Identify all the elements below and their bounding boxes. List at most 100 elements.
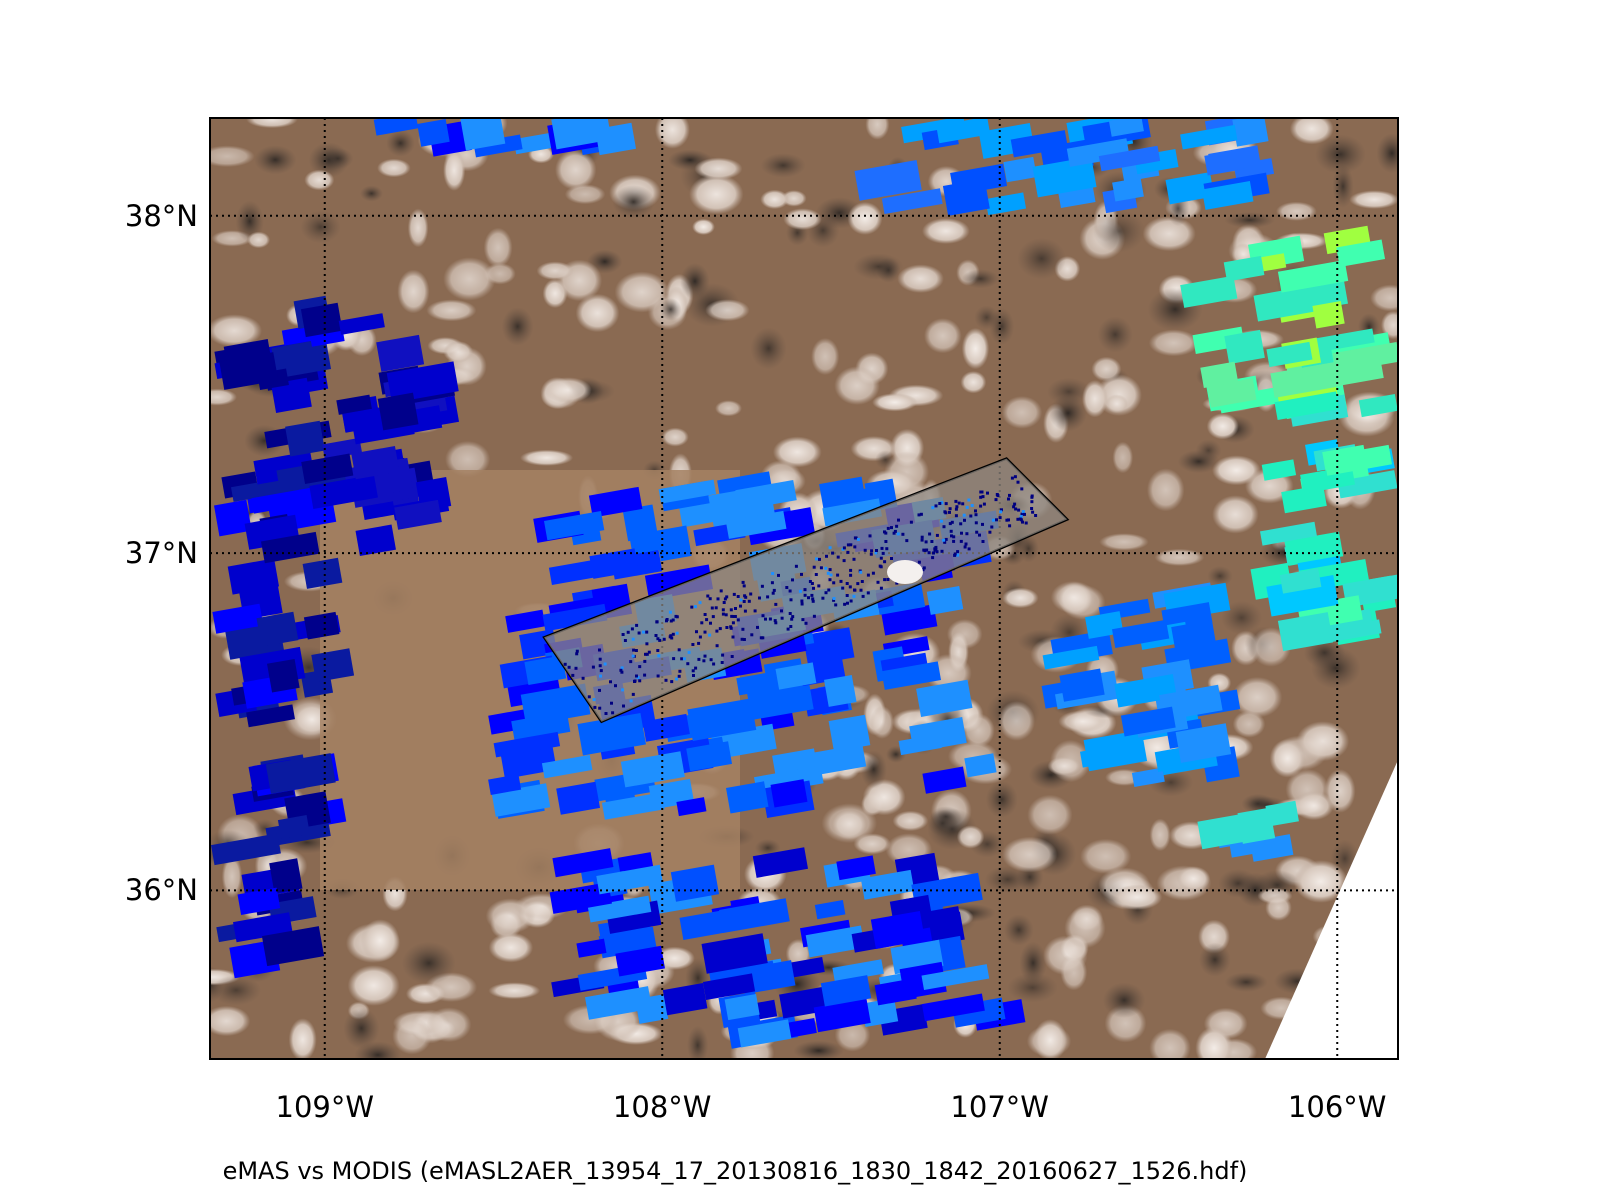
aerosol-pixel [775,662,817,690]
emas-retrieval-dot [828,546,832,550]
aerosol-pixel [725,510,787,539]
emas-retrieval-dot [860,580,864,583]
emas-retrieval-dot [768,617,772,621]
cloud-shadow [360,185,383,202]
emas-retrieval-dot [901,532,905,536]
aerosol-pixel [585,986,652,1020]
cloud-patch [1112,441,1134,474]
emas-retrieval-dot [871,571,875,575]
cloud-patch [705,299,750,322]
aerosol-pixel [595,122,637,156]
cloud-patch [760,189,789,210]
aerosol-pixel [1266,341,1313,368]
aerosol-pixel [676,797,707,817]
emas-retrieval-dot [619,668,623,672]
aerosol-pixel [1265,800,1299,827]
swath-edge-white-corner [1265,760,1398,1059]
cloud-patch [1265,894,1292,921]
emas-retrieval-dot [789,625,793,628]
cloud-shadow [750,327,787,370]
cloud-patch [210,145,255,168]
emas-retrieval-dot [938,502,942,505]
emas-retrieval-dot [631,692,635,696]
aerosol-pixel [1332,342,1398,373]
emas-retrieval-dot [953,552,957,556]
emas-retrieval-dot [598,648,601,652]
aerosol-pixel [1307,328,1375,354]
cloud-shadow [1199,942,1231,977]
emas-retrieval-dot [853,536,857,540]
emas-retrieval-dot [722,601,726,604]
emas-retrieval-dot [774,602,778,606]
aerosol-pixel [355,524,396,557]
emas-retrieval-dot [859,588,863,592]
emas-retrieval-dot [1014,507,1018,511]
cloud-shadow [343,1007,380,1049]
emas-retrieval-dot [942,525,946,529]
emas-retrieval-dot [716,597,720,601]
cloud-shadow [1007,972,1058,1003]
emas-retrieval-dot [967,547,971,551]
emas-retrieval-dot [800,602,804,606]
aerosol-pixel [921,964,990,990]
emas-retrieval-dot [954,499,958,503]
aerosol-pixel [1277,260,1349,293]
emas-retrieval-dot [1005,518,1009,522]
emas-retrieval-dot [829,573,833,577]
emas-retrieval-dot [935,550,939,554]
aerosol-pixel [210,833,281,866]
emas-retrieval-dot [665,619,668,623]
emas-retrieval-dot [963,545,967,549]
aerosol-pixel [588,486,643,518]
emas-retrieval-dot [832,597,836,600]
emas-retrieval-dot [691,669,695,673]
emas-retrieval-dot [879,565,883,569]
emas-retrieval-dot [656,674,660,678]
aerosol-pixel [338,313,385,335]
emas-retrieval-dot [759,636,763,640]
aerosol-pixel [1120,706,1176,737]
emas-retrieval-dot [643,673,647,677]
emas-retrieval-dot [954,514,958,518]
emas-retrieval-dot [933,548,937,552]
map-frame [209,117,1399,1060]
cloud-patch [1176,866,1211,892]
emas-retrieval-dot [657,654,661,658]
cloud-shadow [1018,534,1039,563]
cloud-patch [1001,836,1058,873]
bright-cloud-spot [887,560,923,584]
emas-retrieval-dot [866,573,870,577]
emas-retrieval-dot [700,621,704,625]
cloud-patch [1296,721,1350,762]
emas-retrieval-dot [866,591,870,595]
aerosol-pixel [719,898,790,934]
cloud-shadow [1097,316,1133,353]
aerosol-pixel [822,498,882,527]
aerosol-pixel [726,781,769,814]
cloud-patch [892,810,929,832]
emas-retrieval-dot [935,533,939,537]
emas-retrieval-dot [841,586,845,590]
emas-retrieval-dot [940,519,943,523]
aerosol-pixel [622,504,658,542]
cloud-shadow [1003,914,1034,946]
emas-retrieval-dot [892,531,896,535]
emas-retrieval-dot [986,491,989,495]
emas-retrieval-dot [979,495,983,499]
emas-retrieval-dot [742,638,746,641]
emas-retrieval-dot [846,543,850,547]
aerosol-pixel [265,753,336,794]
cloud-shadow [1177,449,1220,474]
emas-retrieval-dot [853,588,857,592]
emas-retrieval-dot [603,662,607,666]
aerosol-pixel [1270,361,1341,398]
emas-retrieval-dot [599,674,602,678]
cloud-patch [1293,860,1348,903]
cloud-patch [1001,396,1043,429]
emas-retrieval-dot [791,578,794,582]
aerosol-pixel [1165,172,1215,205]
emas-retrieval-dot [635,674,638,678]
aerosol-pixel [836,855,876,881]
cloud-shadow [1093,210,1146,253]
emas-retrieval-dot [575,649,579,653]
